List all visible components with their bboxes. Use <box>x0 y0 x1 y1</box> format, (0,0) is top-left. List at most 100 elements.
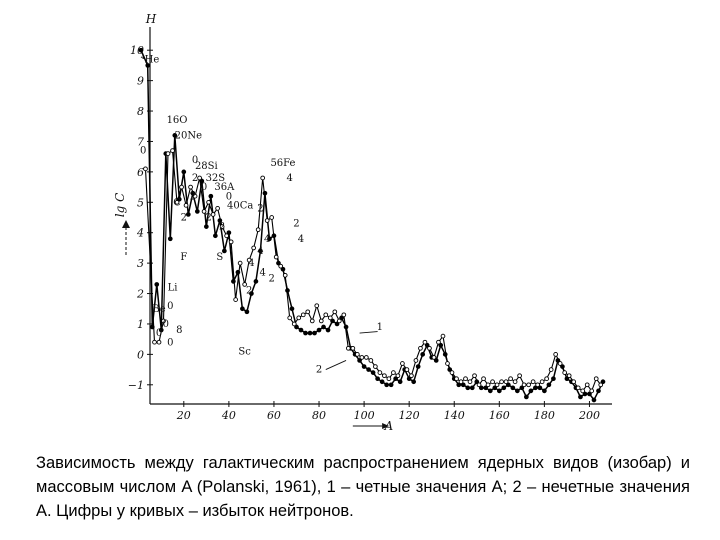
data-point <box>228 239 234 245</box>
data-point <box>542 388 547 394</box>
data-point <box>361 364 367 369</box>
data-point <box>483 385 489 391</box>
data-point <box>458 379 464 385</box>
data-point <box>440 333 446 339</box>
data-point <box>465 385 471 391</box>
data-point <box>303 330 308 336</box>
y-tick-label: 9 <box>137 75 144 88</box>
data-point <box>580 388 586 394</box>
data-point <box>269 215 275 220</box>
data-point <box>194 209 200 214</box>
x-tick-label: 40 <box>221 409 236 422</box>
annotation-label: 2 <box>205 213 211 224</box>
annotation-label: 2 <box>246 286 252 297</box>
annotation-label: 0 <box>192 155 198 166</box>
data-point <box>334 321 340 327</box>
annotation-label: 2 <box>257 203 263 214</box>
annotation-label: 0 <box>140 146 146 157</box>
data-point <box>427 345 432 351</box>
annotation-label: 0 <box>156 328 162 339</box>
data-point <box>384 382 389 388</box>
data-point <box>181 169 187 175</box>
y-tick-label: 10 <box>130 44 144 57</box>
data-point <box>391 370 396 375</box>
data-point <box>172 133 178 138</box>
y-tick-label: 1 <box>137 318 144 331</box>
data-point <box>255 227 261 233</box>
y-axis-label: lg C <box>113 193 127 218</box>
data-point <box>237 260 243 266</box>
data-point <box>294 324 299 330</box>
data-point <box>587 391 592 397</box>
x-axis-arrowhead <box>382 423 390 429</box>
data-point <box>375 376 380 382</box>
data-point <box>505 382 511 388</box>
annotation-label: S <box>216 252 223 263</box>
data-point <box>289 306 295 312</box>
data-point <box>517 373 522 379</box>
data-point <box>533 385 538 391</box>
data-point <box>596 388 601 394</box>
data-point <box>530 379 536 385</box>
x-axis-label: A <box>384 419 394 430</box>
y-tick-label: −1 <box>128 379 144 392</box>
y-tick-label: 4 <box>136 227 144 240</box>
data-point <box>226 230 232 236</box>
data-point <box>553 352 559 357</box>
data-point <box>318 318 324 324</box>
data-point <box>298 327 304 333</box>
data-point <box>395 373 401 379</box>
data-point <box>463 376 468 382</box>
data-point <box>312 330 317 336</box>
y-tick-label: 0 <box>137 348 144 361</box>
data-point <box>454 376 459 382</box>
data-point <box>600 379 606 385</box>
data-point <box>393 376 398 382</box>
data-point <box>503 379 509 385</box>
data-point <box>197 175 202 181</box>
data-point <box>575 385 581 391</box>
data-point <box>409 373 414 379</box>
x-tick-label: 80 <box>312 409 326 422</box>
data-point <box>278 263 284 269</box>
data-point <box>544 376 549 382</box>
annotation-label: 4 <box>248 258 254 269</box>
data-point <box>499 379 504 385</box>
data-point <box>539 379 545 385</box>
data-point <box>598 382 604 388</box>
data-point <box>332 309 338 315</box>
annotation-label: 0 <box>226 191 232 202</box>
data-point <box>472 373 477 379</box>
data-point <box>512 379 518 385</box>
data-point <box>485 382 491 388</box>
y-tick-label: 7 <box>137 135 144 148</box>
annotation-label: 2 <box>269 273 275 284</box>
data-point <box>490 379 495 385</box>
data-point <box>341 312 347 318</box>
series-1 <box>138 47 606 403</box>
annotation-label: 56Fe <box>270 158 295 169</box>
data-point <box>233 297 238 302</box>
data-point <box>154 282 160 287</box>
data-point <box>551 376 556 382</box>
annotation-label: 4 <box>287 173 293 184</box>
data-point <box>591 397 597 403</box>
annotation-label: 1 <box>377 322 383 333</box>
data-point <box>323 312 329 318</box>
annotation-label: 28Si <box>195 161 218 172</box>
y-axis-arrowhead <box>122 220 130 228</box>
annotation-label: 2 <box>316 365 322 376</box>
data-point <box>156 339 162 345</box>
x-tick-label: 140 <box>444 409 465 422</box>
data-point <box>508 376 513 382</box>
data-point <box>388 382 394 388</box>
annotation-label: 0 <box>167 301 173 312</box>
data-point <box>345 345 351 351</box>
y-tick-label: 2 <box>136 288 144 301</box>
annotation-label: 32S <box>206 173 226 184</box>
data-point <box>514 388 520 394</box>
data-point <box>578 394 583 400</box>
data-point <box>201 209 207 214</box>
data-point <box>251 245 257 251</box>
